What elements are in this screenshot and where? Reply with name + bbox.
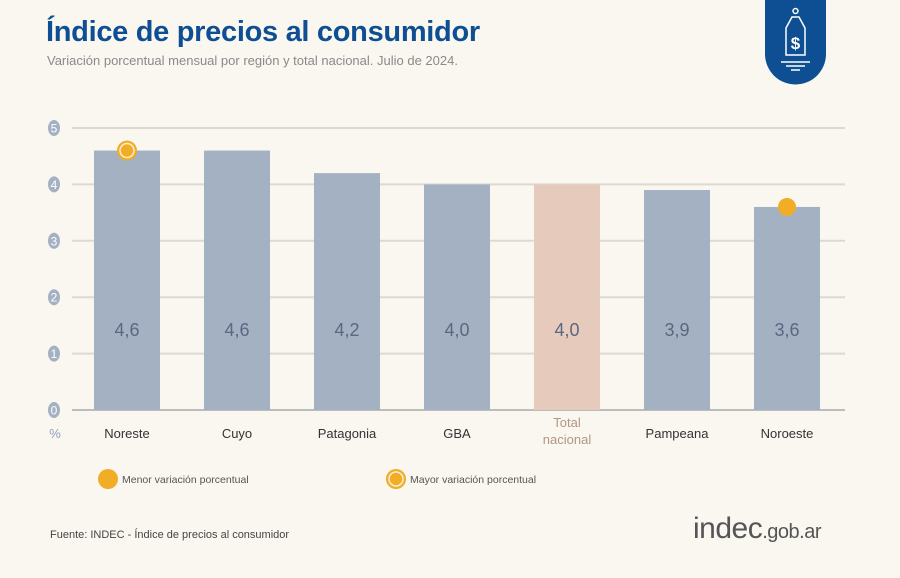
x-tick-label: Total: [553, 415, 581, 430]
x-tick-label: Noroeste: [761, 426, 814, 441]
x-tick-label: Cuyo: [222, 426, 252, 441]
data-label: 3,6: [774, 320, 799, 340]
data-label: 4,6: [224, 320, 249, 340]
y-tick-badge: [48, 402, 60, 418]
brand-logo[interactable]: indec.gob.ar: [693, 512, 821, 546]
logo-badge: $: [765, 0, 826, 85]
y-tick-label: 5: [51, 122, 58, 136]
y-tick-label: 3: [51, 234, 58, 248]
page-subtitle: Variación porcentual mensual por región …: [47, 53, 458, 68]
source-note: Fuente: INDEC - Índice de precios al con…: [50, 529, 290, 541]
svg-text:$: $: [791, 34, 801, 53]
y-tick-badge: [48, 176, 60, 193]
x-tick-label: Patagonia: [318, 426, 377, 441]
legend-max-ring: [388, 471, 404, 487]
y-tick-badge: [48, 289, 60, 306]
bar-total-nacional: [534, 184, 600, 410]
bar-noroeste: [754, 206, 820, 410]
data-label: 3,9: [664, 320, 689, 340]
bar-pampeana: [644, 190, 710, 410]
y-tick-label: 1: [51, 347, 58, 361]
price-tag-dollar-icon: $: [781, 7, 810, 71]
data-label: 4,2: [334, 320, 359, 340]
legend-max-label: Mayor variación porcentual: [410, 474, 536, 486]
data-label: 4,0: [554, 320, 579, 340]
legend-min-label: Menor variación porcentual: [122, 474, 249, 486]
y-tick-badge: [48, 345, 60, 362]
x-tick-label: Pampeana: [646, 426, 710, 441]
x-tick-label: nacional: [543, 432, 592, 447]
data-label: 4,0: [444, 320, 469, 340]
y-tick-label: 0: [51, 404, 58, 418]
y-tick-badge: [48, 232, 60, 249]
brand-suffix: .gob.ar: [762, 521, 821, 543]
bar-patagonia: [314, 173, 380, 410]
data-label: 4,6: [114, 320, 139, 340]
page-title: Índice de precios al consumidor: [46, 16, 480, 48]
bar-gba: [424, 184, 490, 410]
legend-min-marker: [98, 469, 118, 489]
y-tick-label: 4: [51, 178, 58, 192]
y-tick-label: 2: [51, 291, 58, 305]
min-marker: [778, 197, 796, 216]
y-tick-badge: [48, 120, 60, 136]
y-axis-unit: %: [49, 426, 61, 441]
x-tick-label: Noreste: [104, 426, 150, 441]
brand-main: indec: [693, 512, 763, 545]
bar-cuyo: [204, 150, 270, 410]
max-marker-ring: [119, 142, 135, 159]
bar-noreste: [94, 150, 160, 410]
x-tick-label: GBA: [443, 426, 471, 441]
